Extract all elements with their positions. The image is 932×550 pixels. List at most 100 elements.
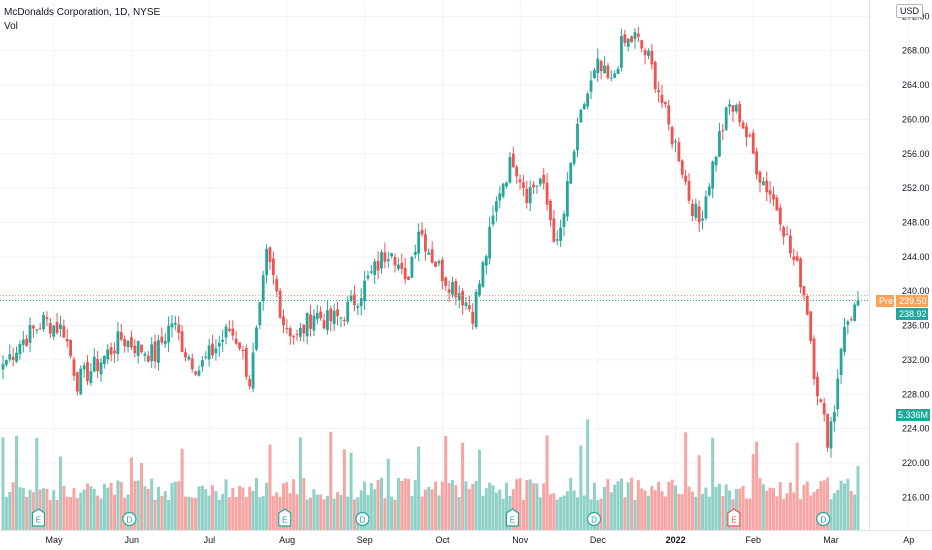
volume-bar xyxy=(535,483,539,530)
candle-body xyxy=(28,325,32,343)
volume-bar xyxy=(302,478,306,530)
earnings-marker[interactable]: E xyxy=(505,508,520,527)
price-axis[interactable]: 216.00 220.00 224.00 228.00 232.00 236.00 240.… xyxy=(902,11,930,502)
volume-bar xyxy=(156,486,160,530)
currency-button[interactable]: USD xyxy=(896,4,924,18)
volume-bar xyxy=(839,480,843,530)
volume-bar xyxy=(714,486,718,530)
candle-body xyxy=(353,294,356,306)
volume-bar xyxy=(386,458,390,530)
volume-bar xyxy=(390,496,394,530)
volume-bar xyxy=(285,482,289,530)
candle-body xyxy=(349,295,353,301)
candle-body xyxy=(160,336,164,343)
candle-body xyxy=(278,290,282,318)
symbol-title[interactable]: McDonalds Corporation, 1D, NYSE xyxy=(4,7,161,18)
candle-body xyxy=(620,35,623,68)
candle-body xyxy=(197,370,201,376)
volume-bar xyxy=(464,481,468,530)
volume-bar xyxy=(616,481,620,530)
volume-bar xyxy=(609,492,613,530)
dividend-marker[interactable]: D xyxy=(355,511,370,527)
candle-body xyxy=(410,256,414,278)
volume-bar xyxy=(376,479,380,530)
volume-bar xyxy=(434,481,438,530)
x-tick-label: Oct xyxy=(435,535,450,545)
y-tick-label: 216.00 xyxy=(902,492,930,502)
candle-body xyxy=(724,107,728,130)
earnings-marker[interactable]: E xyxy=(727,508,741,527)
candle-body xyxy=(812,338,816,379)
earnings-marker[interactable]: E xyxy=(278,508,292,527)
dividend-marker[interactable]: D xyxy=(586,511,602,527)
candle-body xyxy=(660,94,664,103)
dividend-marker[interactable]: D xyxy=(816,511,831,527)
volume-bar xyxy=(447,483,451,530)
time-axis[interactable]: May Jun Jul Aug Sep Oct Nov Dec 2022 Feb Mar Ap xyxy=(45,535,914,545)
volume-bar xyxy=(194,497,198,530)
volume-bar xyxy=(748,498,752,530)
volume-bar xyxy=(146,488,150,530)
candle-body xyxy=(802,286,806,296)
volume-bar xyxy=(288,493,292,530)
candle-body xyxy=(782,227,786,237)
volume-bar xyxy=(180,448,184,530)
candle-body xyxy=(643,50,647,56)
y-tick-label: 268.00 xyxy=(902,46,930,56)
volume-bar xyxy=(545,435,549,530)
volume-bar xyxy=(579,445,583,530)
volume-bar xyxy=(309,497,313,530)
volume-bar xyxy=(140,462,144,530)
volume-bar xyxy=(244,497,248,530)
volume-bar xyxy=(322,499,326,530)
earnings-marker[interactable]: E xyxy=(31,508,46,527)
volume-bar xyxy=(69,497,73,530)
candle-body xyxy=(342,320,346,322)
candle-body xyxy=(816,376,819,397)
volume-bar xyxy=(1,437,5,530)
candle-body xyxy=(258,302,262,326)
candle-body xyxy=(15,352,18,362)
candle-body xyxy=(542,174,546,184)
dividend-marker[interactable]: D xyxy=(122,511,137,527)
candle-body xyxy=(630,36,633,43)
volume-bar xyxy=(268,444,272,530)
volume-bar xyxy=(99,498,103,530)
volume-bar xyxy=(207,495,211,530)
volume-bar xyxy=(31,492,35,530)
volume-bar xyxy=(826,477,830,530)
candle-body xyxy=(420,229,424,235)
candle-body xyxy=(505,182,508,187)
volume-bar xyxy=(488,482,492,530)
volume-bar xyxy=(200,485,204,530)
candle-body xyxy=(768,190,772,195)
volume-bar xyxy=(694,496,698,530)
candle-body xyxy=(454,280,458,298)
candle-body xyxy=(745,126,748,137)
candle-body xyxy=(11,356,15,360)
volume-bar xyxy=(521,499,525,530)
candle-body xyxy=(677,142,681,162)
volume-bar xyxy=(82,489,86,530)
candle-body xyxy=(498,193,502,201)
volume-bar xyxy=(853,494,857,530)
volume-bar xyxy=(393,499,397,530)
candle-body xyxy=(207,345,211,360)
candle-body xyxy=(738,103,742,123)
volume-bar xyxy=(18,487,22,530)
candle-body xyxy=(633,32,637,40)
volume-bar xyxy=(768,487,772,530)
volume-bar xyxy=(542,483,546,530)
candlesticks xyxy=(1,26,860,458)
candle-body xyxy=(515,166,519,177)
volume-legend-label[interactable]: Vol xyxy=(4,21,18,32)
volume-bar xyxy=(62,485,66,530)
volume-bar xyxy=(822,480,826,530)
candle-body xyxy=(522,182,525,189)
y-tick-label: 252.00 xyxy=(902,183,930,193)
candle-body xyxy=(785,234,789,236)
candle-body xyxy=(667,105,671,125)
candle-body xyxy=(369,271,373,273)
candle-body xyxy=(69,339,72,356)
